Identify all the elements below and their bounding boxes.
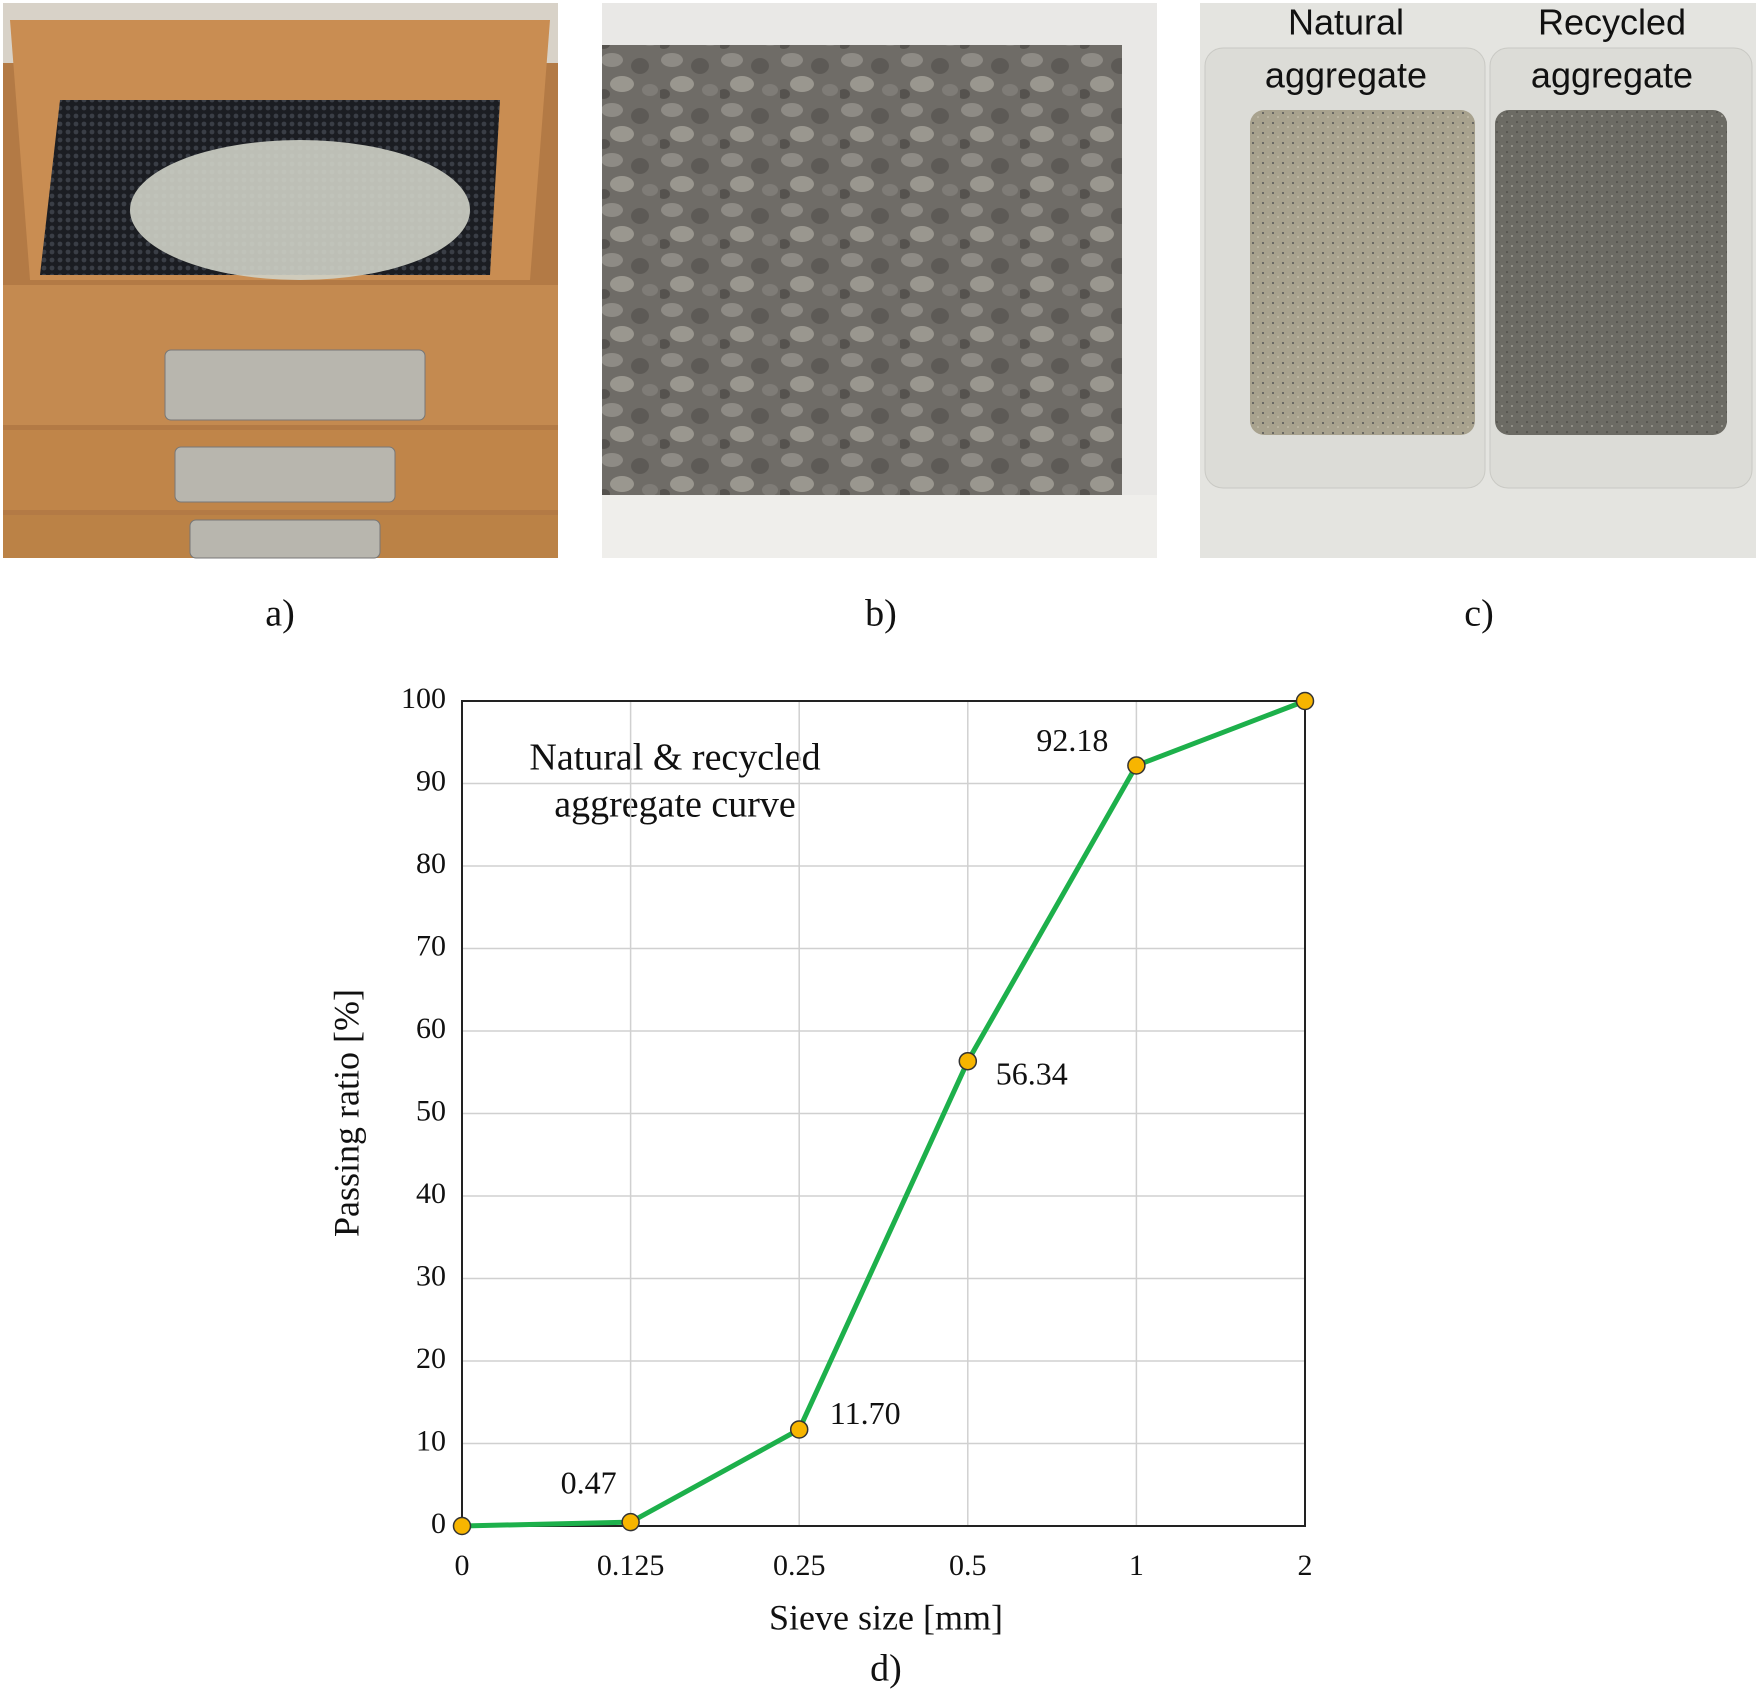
y-axis-label: Passing ratio [%] bbox=[326, 989, 366, 1237]
x-tick-label: 2 bbox=[1298, 1549, 1313, 1582]
panel-label: d) bbox=[870, 1648, 902, 1690]
photo-label: aggregate bbox=[1265, 55, 1427, 96]
x-axis-label: Sieve size [mm] bbox=[769, 1597, 1003, 1637]
data-point bbox=[621, 1512, 640, 1532]
x-tick-label: 0 bbox=[455, 1549, 470, 1582]
y-tick-label: 20 bbox=[416, 1342, 446, 1375]
y-tick-label: 90 bbox=[416, 764, 446, 797]
panel-label: c) bbox=[1464, 593, 1494, 635]
annotation: aggregate curve bbox=[554, 784, 796, 826]
y-tick-label: 70 bbox=[416, 929, 446, 962]
panel-label: a) bbox=[265, 593, 295, 635]
photo-label: aggregate bbox=[1531, 55, 1693, 96]
y-tick-label: 60 bbox=[416, 1012, 446, 1045]
y-tick-label: 80 bbox=[416, 847, 446, 880]
x-tick-label: 1 bbox=[1129, 1549, 1144, 1582]
photo-label: Natural bbox=[1288, 2, 1404, 43]
data-point bbox=[789, 1420, 809, 1439]
data-line bbox=[461, 698, 1306, 1529]
y-tick-label: 100 bbox=[401, 682, 446, 715]
data-point bbox=[1127, 756, 1146, 775]
data-point bbox=[958, 1051, 978, 1071]
photo-sand: Natural aggregate Recycled aggregate bbox=[1200, 2, 1756, 558]
y-tick-label: 40 bbox=[416, 1177, 446, 1210]
x-tick-label: 0.125 bbox=[597, 1549, 665, 1582]
annotation: Natural & recycled bbox=[529, 737, 820, 779]
photo-gravel bbox=[602, 3, 1157, 558]
y-tick-label: 30 bbox=[416, 1259, 446, 1292]
plot-frame bbox=[461, 700, 1306, 1527]
photo-sieve bbox=[3, 3, 558, 559]
photo-label: Recycled bbox=[1538, 2, 1686, 43]
data-label: 92.18 bbox=[1036, 722, 1108, 758]
x-tick-label: 0.5 bbox=[949, 1549, 987, 1582]
data-label: 11.70 bbox=[830, 1395, 901, 1431]
x-tick-label: 0.25 bbox=[773, 1549, 826, 1582]
y-tick-label: 10 bbox=[416, 1424, 446, 1457]
data-label: 0.47 bbox=[561, 1464, 617, 1500]
panel-label: b) bbox=[865, 593, 897, 635]
y-tick-label: 0 bbox=[431, 1507, 446, 1540]
data-point bbox=[452, 1516, 472, 1536]
data-label: 56.34 bbox=[996, 1056, 1068, 1092]
data-point bbox=[1295, 691, 1315, 711]
y-tick-label: 50 bbox=[416, 1094, 446, 1127]
